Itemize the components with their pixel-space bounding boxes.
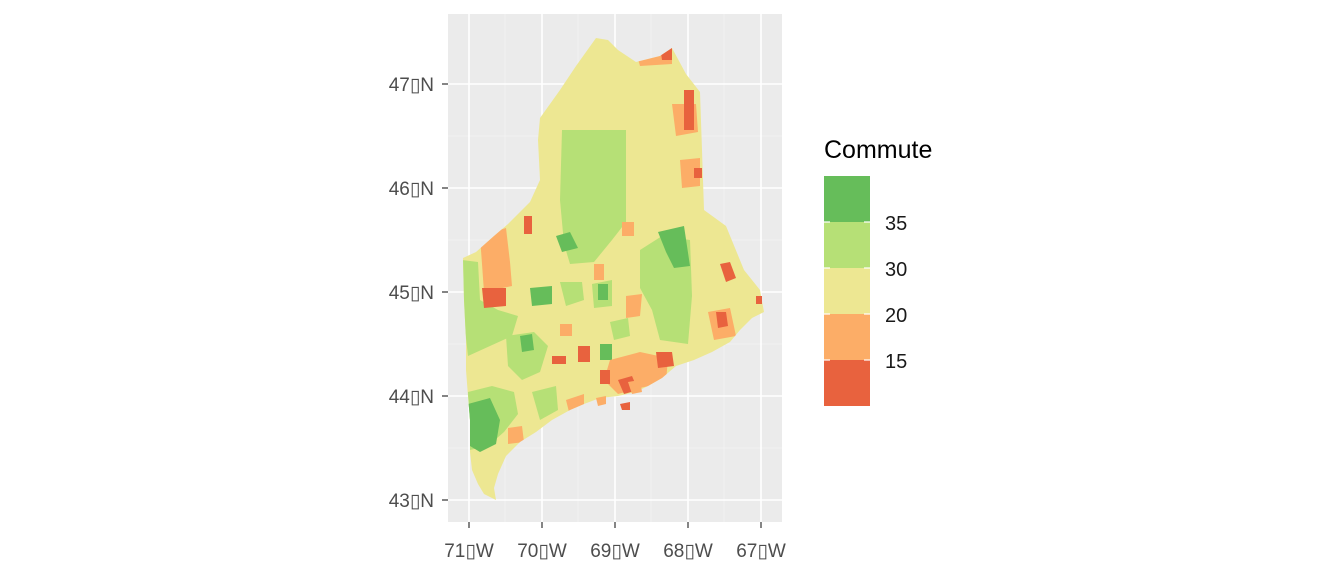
legend-swatch <box>824 360 870 406</box>
y-tick-label: 44▯N <box>389 387 434 408</box>
region-light-green-south1 <box>532 386 558 420</box>
region-dark-green-north <box>556 232 578 252</box>
island-red-east <box>756 296 762 304</box>
x-axis-ticks <box>468 522 762 528</box>
island-orange-1 <box>628 380 642 394</box>
region-orange-east2 <box>680 158 700 188</box>
region-dark-green-center <box>530 286 552 306</box>
legend-label: 20 <box>885 305 907 327</box>
y-tick-label: 47▯N <box>389 75 434 96</box>
region-light-green-west <box>463 260 518 356</box>
x-axis-labels: 71▯W 70▯W 69▯W 68▯W 67▯W <box>444 541 786 562</box>
region-red-coast3 <box>552 356 566 364</box>
region-red-downeast1 <box>720 262 736 282</box>
coastal-islands <box>596 296 762 410</box>
region-orange-coast3 <box>508 426 524 444</box>
legend-label: 15 <box>885 351 907 373</box>
region-light-green-south2 <box>610 318 630 340</box>
region-dark-green-east <box>658 226 690 268</box>
y-tick-label: 46▯N <box>389 179 434 200</box>
region-light-green-center <box>560 282 584 306</box>
y-tick-label: 43▯N <box>389 491 434 512</box>
legend-swatch <box>824 222 870 268</box>
legend-label: 30 <box>885 259 907 281</box>
legend-swatch <box>824 268 870 314</box>
x-tick-label: 71▯W <box>444 541 494 562</box>
x-tick-label: 70▯W <box>517 541 567 562</box>
region-red-east1 <box>684 90 694 130</box>
region-orange-west <box>480 228 512 292</box>
region-dark-green-mid3 <box>598 284 608 300</box>
maine-state-base <box>463 38 764 500</box>
y-axis-labels: 47▯N 46▯N 45▯N 44▯N 43▯N <box>389 75 434 512</box>
legend-swatch <box>824 176 870 222</box>
x-tick-label: 67▯W <box>736 541 786 562</box>
region-orange-mid3 <box>594 264 604 280</box>
region-orange-mid1 <box>626 294 642 318</box>
region-light-green-north <box>560 130 626 264</box>
island-orange-2 <box>596 396 606 406</box>
region-red-north1 <box>524 216 532 234</box>
island-red-2 <box>620 402 630 410</box>
legend-title: Commute <box>824 136 932 164</box>
region-red-coast2 <box>600 370 610 384</box>
y-axis-ticks <box>442 83 448 501</box>
region-orange-mid2 <box>560 324 572 336</box>
region-dark-green-southwest <box>468 398 500 452</box>
region-red-downeast2 <box>716 312 728 328</box>
region-dark-green-mid <box>520 334 534 352</box>
region-light-green-mid <box>506 332 548 380</box>
region-dark-green-mid2 <box>600 344 612 360</box>
x-tick-label: 69▯W <box>590 541 640 562</box>
region-red-west <box>482 288 506 308</box>
region-red-east2 <box>694 168 702 178</box>
commute-regions <box>463 46 736 452</box>
region-red-mid <box>578 346 590 362</box>
region-orange-mid4 <box>622 222 634 236</box>
legend: Commute 35 30 20 15 <box>824 136 932 406</box>
legend-swatch <box>824 314 870 360</box>
y-tick-label: 45▯N <box>389 283 434 304</box>
region-red-coast1 <box>656 352 674 368</box>
legend-label: 35 <box>885 213 907 235</box>
x-tick-label: 68▯W <box>663 541 713 562</box>
